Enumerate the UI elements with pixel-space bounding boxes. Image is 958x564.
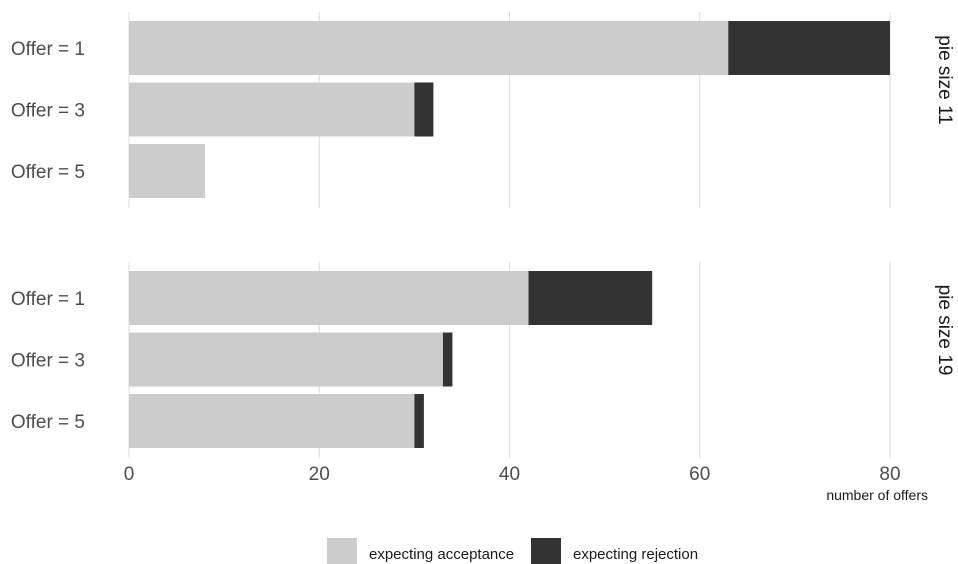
bar-expecting-acceptance — [129, 394, 415, 448]
x-tick-label: 0 — [124, 464, 135, 485]
x-tick-label: 20 — [309, 464, 330, 485]
bar-expecting-rejection — [728, 21, 890, 75]
x-tick-label: 80 — [879, 464, 900, 485]
category-label: Offer = 3 — [11, 101, 85, 122]
x-axis-title: number of offers — [826, 487, 928, 503]
category-label: Offer = 1 — [11, 289, 85, 310]
bar-expecting-acceptance — [129, 271, 529, 325]
bar-expecting-acceptance — [129, 82, 415, 137]
category-label: Offer = 5 — [11, 412, 85, 433]
legend-label: expecting rejection — [573, 546, 698, 563]
legend-label: expecting acceptance — [369, 546, 514, 563]
labels-layer: Offer = 1 Offer = 3 Offer = 5 pie size 11 Of… — [11, 35, 955, 433]
bars-layer — [129, 21, 890, 448]
bar-expecting-acceptance — [129, 21, 729, 75]
bar-expecting-acceptance — [129, 332, 443, 387]
legend-key — [531, 538, 561, 564]
x-axis: 0 20 40 60 80 number of offers — [124, 464, 928, 503]
facet-strip-label: pie size 19 — [934, 285, 955, 376]
grid-layer — [128, 12, 891, 458]
bar-expecting-rejection — [528, 271, 653, 325]
x-tick-label: 60 — [689, 464, 710, 485]
category-label: Offer = 3 — [11, 351, 85, 372]
facet-strip-label: pie size 11 — [934, 35, 955, 124]
legend-key — [327, 538, 357, 564]
bar-expecting-acceptance — [129, 144, 206, 198]
bar-expecting-rejection — [414, 394, 424, 448]
x-tick-label: 40 — [499, 464, 520, 485]
bar-expecting-rejection — [442, 332, 453, 387]
category-label: Offer = 5 — [11, 162, 85, 183]
bar-expecting-rejection — [414, 82, 434, 137]
category-label: Offer = 1 — [11, 39, 85, 60]
legend: expecting acceptance expecting rejection — [327, 538, 698, 564]
